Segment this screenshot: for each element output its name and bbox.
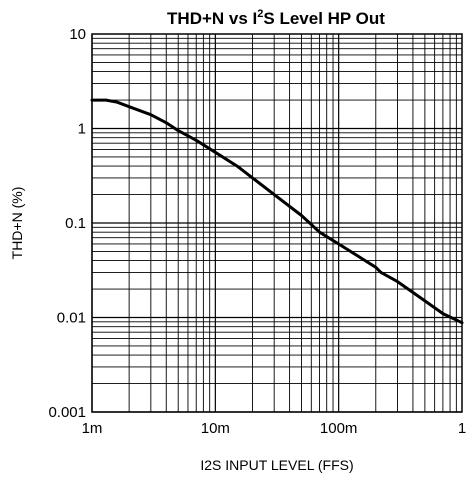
y-tick-label: 0.001	[48, 404, 86, 421]
x-tick-label: 1m	[82, 420, 103, 437]
chart-title-sup: 2	[257, 8, 263, 20]
x-tick-label: 1	[458, 420, 466, 437]
chart-title-suffix: S Level HP Out	[263, 9, 385, 28]
y-axis-label: THD+N (%)	[9, 187, 25, 260]
x-tick-label: 10m	[201, 420, 230, 437]
x-axis-label: I2S INPUT LEVEL (FFS)	[200, 457, 353, 473]
y-tick-label: 10	[69, 26, 86, 43]
y-tick-label: 0.01	[57, 310, 86, 327]
grid	[91, 34, 462, 413]
chart-title-prefix: THD+N vs I	[167, 9, 257, 28]
x-tick-label: 100m	[320, 420, 358, 437]
plot-frame	[91, 33, 463, 413]
series-line	[90, 98, 464, 325]
y-tick-label: 1	[78, 121, 86, 138]
series-layer	[90, 98, 464, 325]
chart-title: THD+N vs I2S Level HP Out	[167, 8, 385, 28]
y-tick-label: 0.1	[65, 215, 86, 232]
tick-labels: 1m 10m 100m 1 10 1 0.1 0.01 0.001	[48, 26, 466, 437]
